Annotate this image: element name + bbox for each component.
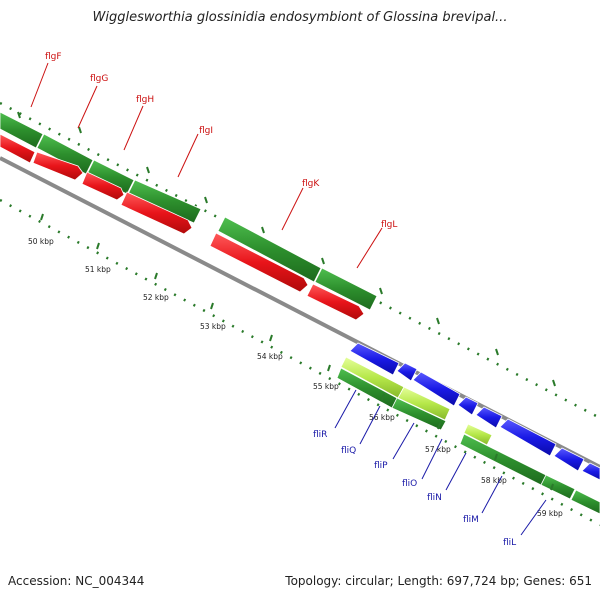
gene-arrow-flgK <box>209 232 309 293</box>
gene-arrow-fliP <box>412 371 461 407</box>
gene-arrow-fliL <box>553 447 585 472</box>
kbp-label: 54 kbp <box>257 352 283 361</box>
gene-arrow-fliO <box>457 396 479 416</box>
gene-arrow-fliR <box>349 342 400 376</box>
gene-label-fliN: fliN <box>427 493 442 503</box>
gene-arrow-flgF <box>0 133 36 164</box>
gene-label-flgG: flgG <box>90 74 108 84</box>
lower-green-track <box>336 356 600 515</box>
upper-green-track <box>0 111 378 311</box>
kbp-label: 55 kbp <box>313 382 339 391</box>
kbp-label: 51 kbp <box>85 265 111 274</box>
kbp-labels: 50 kbp 51 kbp 52 kbp 53 kbp 54 kbp 55 kb… <box>28 237 563 518</box>
gene-label-fliR: fliR <box>313 430 327 440</box>
gene-label-flgK: flgK <box>302 179 320 189</box>
gene-block-fliL-green <box>570 489 600 515</box>
gene-label-fliQ: fliQ <box>341 446 356 456</box>
outer-major-ticks <box>17 111 556 387</box>
gene-arrow-flgL <box>306 283 365 321</box>
gene-block-flgK-green <box>217 216 322 283</box>
kbp-label: 58 kbp <box>481 476 507 485</box>
lower-blue-track <box>349 342 600 481</box>
lower-gene-callouts <box>334 389 547 536</box>
genome-summary-text: Topology: circular; Length: 697,724 bp; … <box>285 574 592 588</box>
gene-arrow-flgI <box>120 191 193 235</box>
gene-block-fliO-light <box>463 423 493 446</box>
gene-block-fliM-green <box>540 474 576 500</box>
gene-label-fliL: fliL <box>503 538 516 548</box>
gene-arrow-flgH <box>81 171 125 201</box>
kbp-label: 50 kbp <box>28 237 54 246</box>
gene-block-flgF-green <box>0 111 44 149</box>
gene-arrow-fliN <box>475 406 503 429</box>
gene-block-fliP-green <box>391 397 447 431</box>
lower-gene-labels: fliR fliQ fliP fliO fliN fliM fliL <box>313 430 516 548</box>
kbp-label: 57 kbp <box>425 445 451 454</box>
gene-arrow-fliQ <box>396 362 418 382</box>
gene-label-fliO: fliO <box>402 479 417 489</box>
gene-block-flgI-green <box>127 179 202 224</box>
accession-text: Accession: NC_004344 <box>8 574 145 588</box>
gene-arrow-fliM <box>499 418 557 457</box>
kbp-label: 53 kbp <box>200 322 226 331</box>
map-title: Wigglesworthia glossinidia endosymbiont … <box>92 10 508 25</box>
gene-block-fliQ-light <box>397 386 451 421</box>
upper-gene-callouts <box>30 62 383 269</box>
gene-label-fliM: fliM <box>463 515 479 525</box>
kbp-label: 56 kbp <box>369 413 395 422</box>
upper-gene-labels: flgF flgG flgH flgI flgK flgL <box>45 52 397 230</box>
gene-label-flgI: flgI <box>199 126 213 136</box>
gene-label-flgF: flgF <box>45 52 62 62</box>
inner-dotted-track <box>0 198 600 527</box>
gene-label-flgL: flgL <box>381 220 397 230</box>
gene-arrow-flgG <box>32 151 84 181</box>
kbp-label: 52 kbp <box>143 293 169 302</box>
upper-red-track <box>0 133 365 321</box>
gene-label-flgH: flgH <box>136 95 154 105</box>
inner-major-ticks <box>40 213 554 491</box>
gene-block-flgL-green <box>314 267 378 311</box>
gene-label-fliP: fliP <box>374 461 388 471</box>
gene-arrow-next <box>581 462 600 481</box>
kbp-label: 59 kbp <box>537 509 563 518</box>
